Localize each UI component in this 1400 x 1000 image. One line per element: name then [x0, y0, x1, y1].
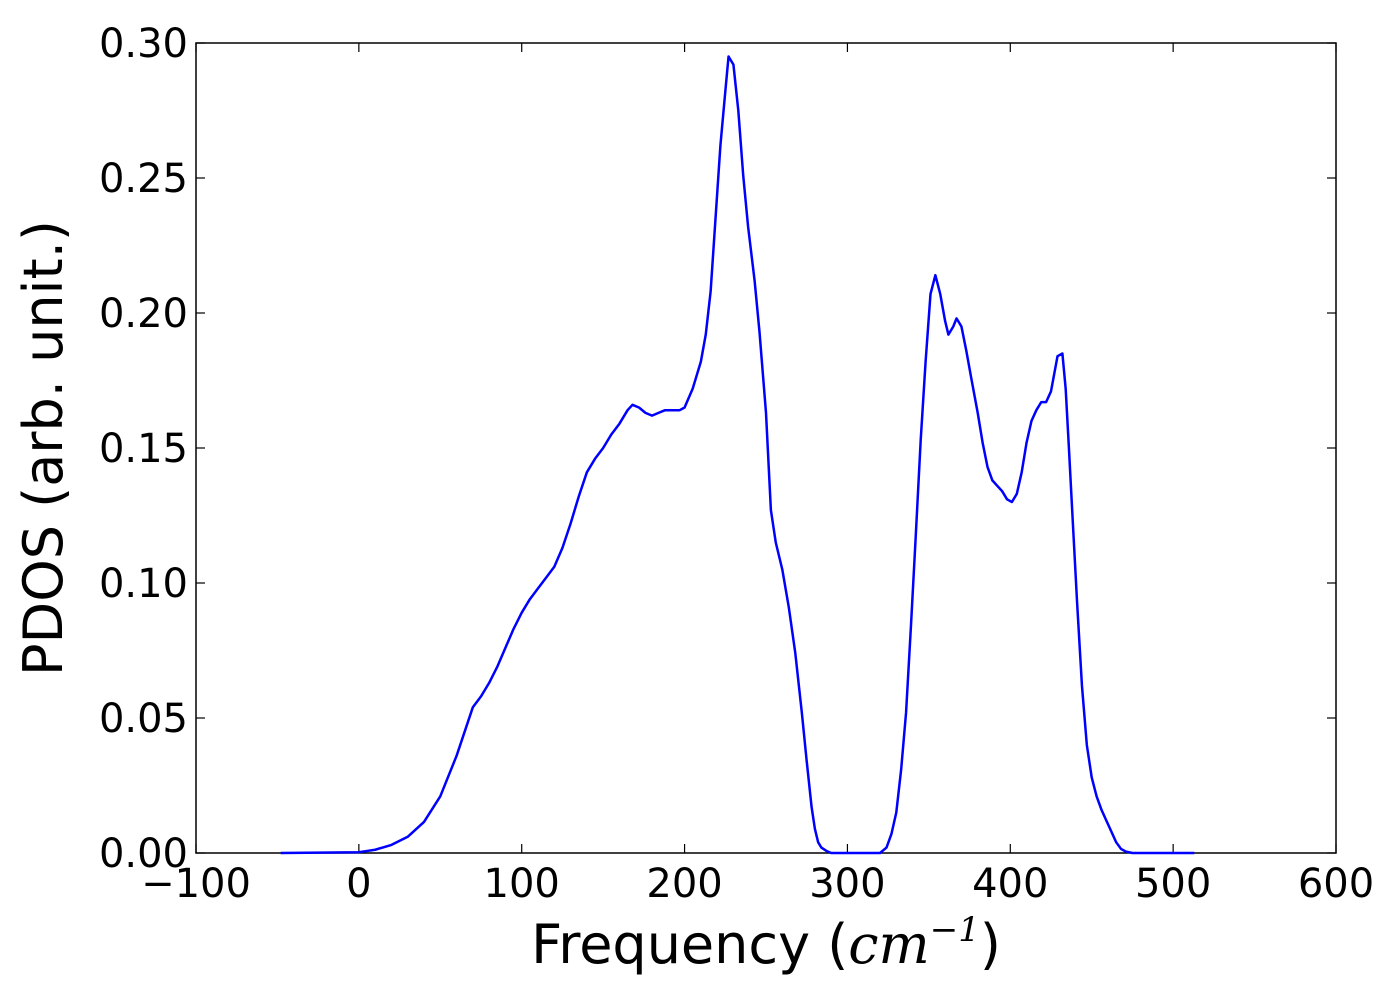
y-tick-label: 0.20 [99, 291, 188, 337]
y-tick-label: 0.00 [99, 831, 188, 877]
y-tick-label: 0.10 [99, 561, 188, 607]
plot-frame [195, 42, 1337, 854]
y-axis-title: PDOS (arb. unit.) [12, 220, 75, 676]
x-tick-label: 300 [809, 861, 885, 907]
y-tick-label: 0.15 [99, 426, 188, 472]
y-tick-label: 0.05 [99, 696, 188, 742]
x-tick-label: 100 [484, 861, 560, 907]
x-tick-label: 500 [1135, 861, 1211, 907]
x-axis-title: Frequency (cm−1) [531, 910, 1001, 976]
x-axis-unit-exponent: −1 [930, 910, 980, 950]
x-tick-label: 0 [346, 861, 371, 907]
x-tick-label: −100 [141, 861, 251, 907]
y-tick-labels: 0.00 0.05 0.10 0.15 0.20 0.25 0.30 [99, 21, 188, 877]
x-axis-unit-symbol: cm [848, 913, 929, 976]
x-axis-title-text: Frequency ( [531, 913, 848, 976]
y-tick-label: 0.25 [99, 156, 188, 202]
x-tick-label: 200 [646, 861, 722, 907]
tick-marks [195, 42, 1337, 854]
y-tick-label: 0.30 [99, 21, 188, 67]
x-axis-title-close: ) [980, 913, 1001, 976]
x-tick-labels: −100 0 100 200 300 400 500 600 [141, 861, 1374, 907]
pdos-series-line [280, 55, 1195, 855]
x-tick-label: 400 [972, 861, 1048, 907]
x-tick-label: 600 [1298, 861, 1374, 907]
